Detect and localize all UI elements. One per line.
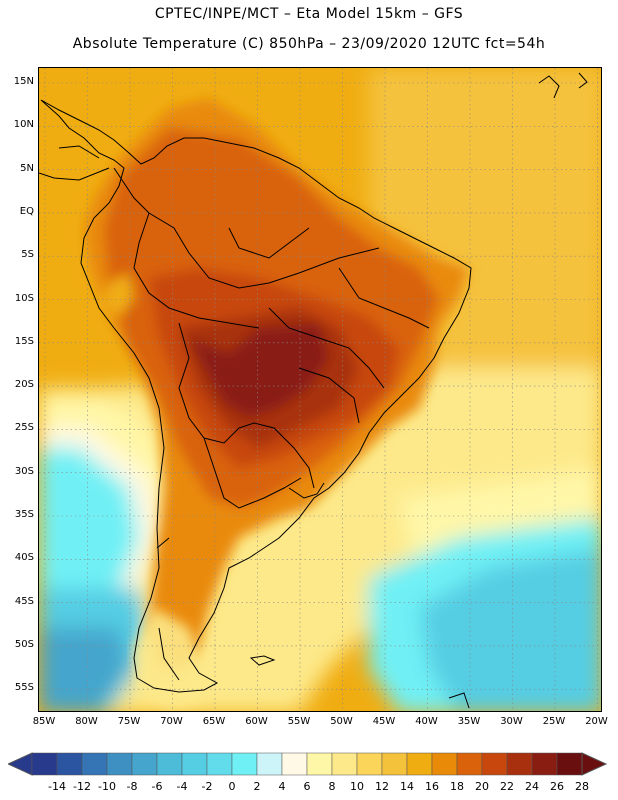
- longitude-label: 85W: [32, 716, 56, 727]
- colorbar-tick-label: 24: [525, 780, 539, 793]
- colorbar-tick-label: 28: [575, 780, 589, 793]
- longitude-label: 35W: [457, 716, 481, 727]
- colorbar-tick-label: 10: [350, 780, 364, 793]
- latitude-label: 10S: [14, 292, 34, 304]
- colorbar-swatch: [531, 752, 558, 776]
- colorbar-swatch: [506, 752, 533, 776]
- colorbar-swatch: [81, 752, 108, 776]
- longitude-label: 30W: [500, 716, 523, 727]
- longitude-label: 65W: [202, 716, 226, 727]
- latitude-label: 25S: [14, 422, 34, 434]
- longitude-label: 20W: [585, 716, 608, 727]
- latitude-label: 10N: [13, 119, 34, 131]
- longitude-label: 45W: [372, 716, 396, 727]
- latitude-label: 20S: [14, 379, 34, 391]
- colorbar-tick-label: 12: [375, 780, 389, 793]
- latitude-label: 5S: [21, 249, 34, 261]
- colorbar-tick-label: 14: [400, 780, 414, 793]
- title-model: CPTEC/INPE/MCT – Eta Model 15km – GFS: [154, 6, 464, 22]
- colorbar-tick-label: 8: [328, 780, 336, 793]
- temperature-map[interactable]: [38, 67, 602, 712]
- colorbar-swatch: [381, 752, 408, 776]
- latitude-label: 50S: [14, 638, 34, 650]
- colorbar-swatch: [56, 752, 83, 776]
- colorbar-swatch: [556, 752, 583, 776]
- longitude-label: 40W: [415, 716, 438, 727]
- colorbar-tick-label: -4: [176, 780, 188, 793]
- colorbar-tick-label: -14: [48, 780, 66, 793]
- colorbar-swatch: [131, 752, 158, 776]
- latitude-label: 5N: [20, 162, 34, 174]
- colorbar-swatch: [406, 752, 433, 776]
- latitude-label: 35S: [14, 509, 34, 520]
- colorbar-swatch: [481, 752, 508, 776]
- colorbar-max-arrow: [581, 752, 608, 776]
- longitude-label: 70W: [160, 716, 183, 727]
- colorbar-tick-label: 20: [475, 780, 489, 793]
- colorbar-tick-label: 22: [500, 780, 514, 793]
- title-variable: Absolute Temperature (C) 850hPa – 23/09/…: [72, 36, 546, 52]
- latitude-label: 45S: [14, 595, 34, 607]
- latitude-label: 55S: [14, 682, 34, 694]
- colorbar-swatch: [356, 752, 383, 776]
- colorbar-swatch: [156, 752, 183, 776]
- colorbar-swatch: [231, 752, 258, 776]
- colorbar-min-arrow: [8, 752, 33, 776]
- colorbar-swatch: [281, 752, 308, 776]
- colorbar-swatch: [106, 752, 133, 776]
- temperature-field: [39, 68, 601, 711]
- colorbar-tick-label: 16: [425, 780, 439, 793]
- colorbar-swatch: [181, 752, 208, 776]
- latitude-label: 40S: [14, 552, 34, 564]
- colorbar-swatch: [456, 752, 483, 776]
- colorbar-tick-label: -6: [151, 780, 163, 793]
- longitude-label: 80W: [75, 716, 98, 727]
- latitude-label: EQ: [19, 205, 34, 217]
- colorbar-tick-label: -10: [98, 780, 116, 793]
- colorbar-tick-label: -8: [126, 780, 138, 793]
- longitude-label: 25W: [542, 716, 566, 727]
- colorbar-tick-label: 0: [228, 780, 236, 793]
- latitude-label: 15S: [14, 335, 34, 347]
- latitude-label: 15N: [13, 76, 34, 87]
- colorbar-swatch: [306, 752, 333, 776]
- longitude-label: 55W: [287, 716, 311, 727]
- colorbar-tick-label: 6: [303, 780, 311, 793]
- coastlines-borders: [39, 72, 588, 709]
- longitude-label: 75W: [117, 716, 141, 727]
- colorbar-tick-label: -2: [201, 780, 213, 793]
- colorbar-tick-label: 26: [550, 780, 564, 793]
- colorbar-swatch: [256, 752, 283, 776]
- colorbar-tick-label: 2: [253, 780, 261, 793]
- colorbar-swatch: [431, 752, 458, 776]
- latitude-label: 30S: [14, 465, 34, 477]
- colorbar-swatch: [31, 752, 58, 776]
- colorbar-swatch: [331, 752, 358, 776]
- temperature-colorbar: [8, 752, 608, 776]
- colorbar-tick-label: -12: [73, 780, 91, 793]
- colorbar-tick-label: 4: [278, 780, 286, 793]
- longitude-label: 50W: [330, 716, 353, 727]
- colorbar-swatch: [206, 752, 233, 776]
- longitude-label: 60W: [245, 716, 268, 727]
- colorbar-tick-label: 18: [450, 780, 464, 793]
